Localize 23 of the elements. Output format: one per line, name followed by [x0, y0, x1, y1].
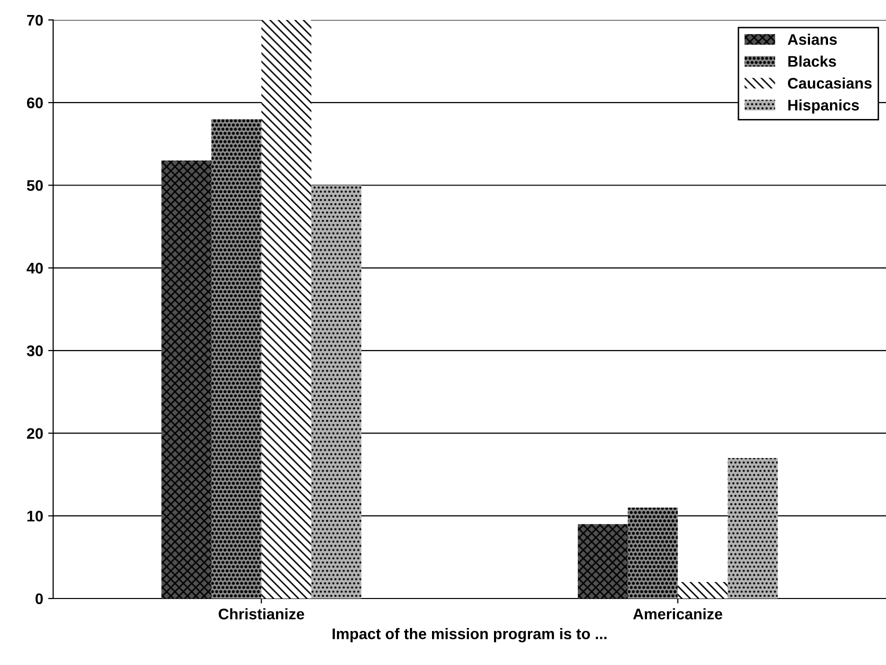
- bar: [211, 119, 262, 598]
- x-tick-label: Christianize: [218, 608, 304, 620]
- y-tick-label: 40: [26, 262, 43, 274]
- bar: [628, 508, 678, 598]
- bar: [161, 160, 212, 598]
- y-tick-label: 50: [26, 180, 43, 191]
- legend-label: Blacks: [788, 56, 836, 67]
- bar: [311, 185, 362, 598]
- legend-label: Asians: [788, 34, 837, 45]
- bar: [678, 582, 728, 598]
- y-tick-label: 0: [36, 593, 43, 604]
- y-tick-label: 10: [27, 510, 43, 522]
- y-tick-label: 60: [27, 97, 43, 108]
- y-tick-label: 70: [27, 14, 43, 26]
- y-tick-label: 20: [26, 428, 43, 439]
- bar: [261, 20, 312, 598]
- x-axis-title: Impact of the mission program is to ...: [332, 628, 606, 642]
- bar: [578, 524, 628, 598]
- legend-label: Hispanics: [788, 99, 859, 114]
- x-tick-label: Americanize: [633, 608, 722, 620]
- bar: [728, 458, 778, 598]
- y-tick-label: 30: [26, 345, 43, 356]
- legend-label: Caucasians: [788, 77, 872, 89]
